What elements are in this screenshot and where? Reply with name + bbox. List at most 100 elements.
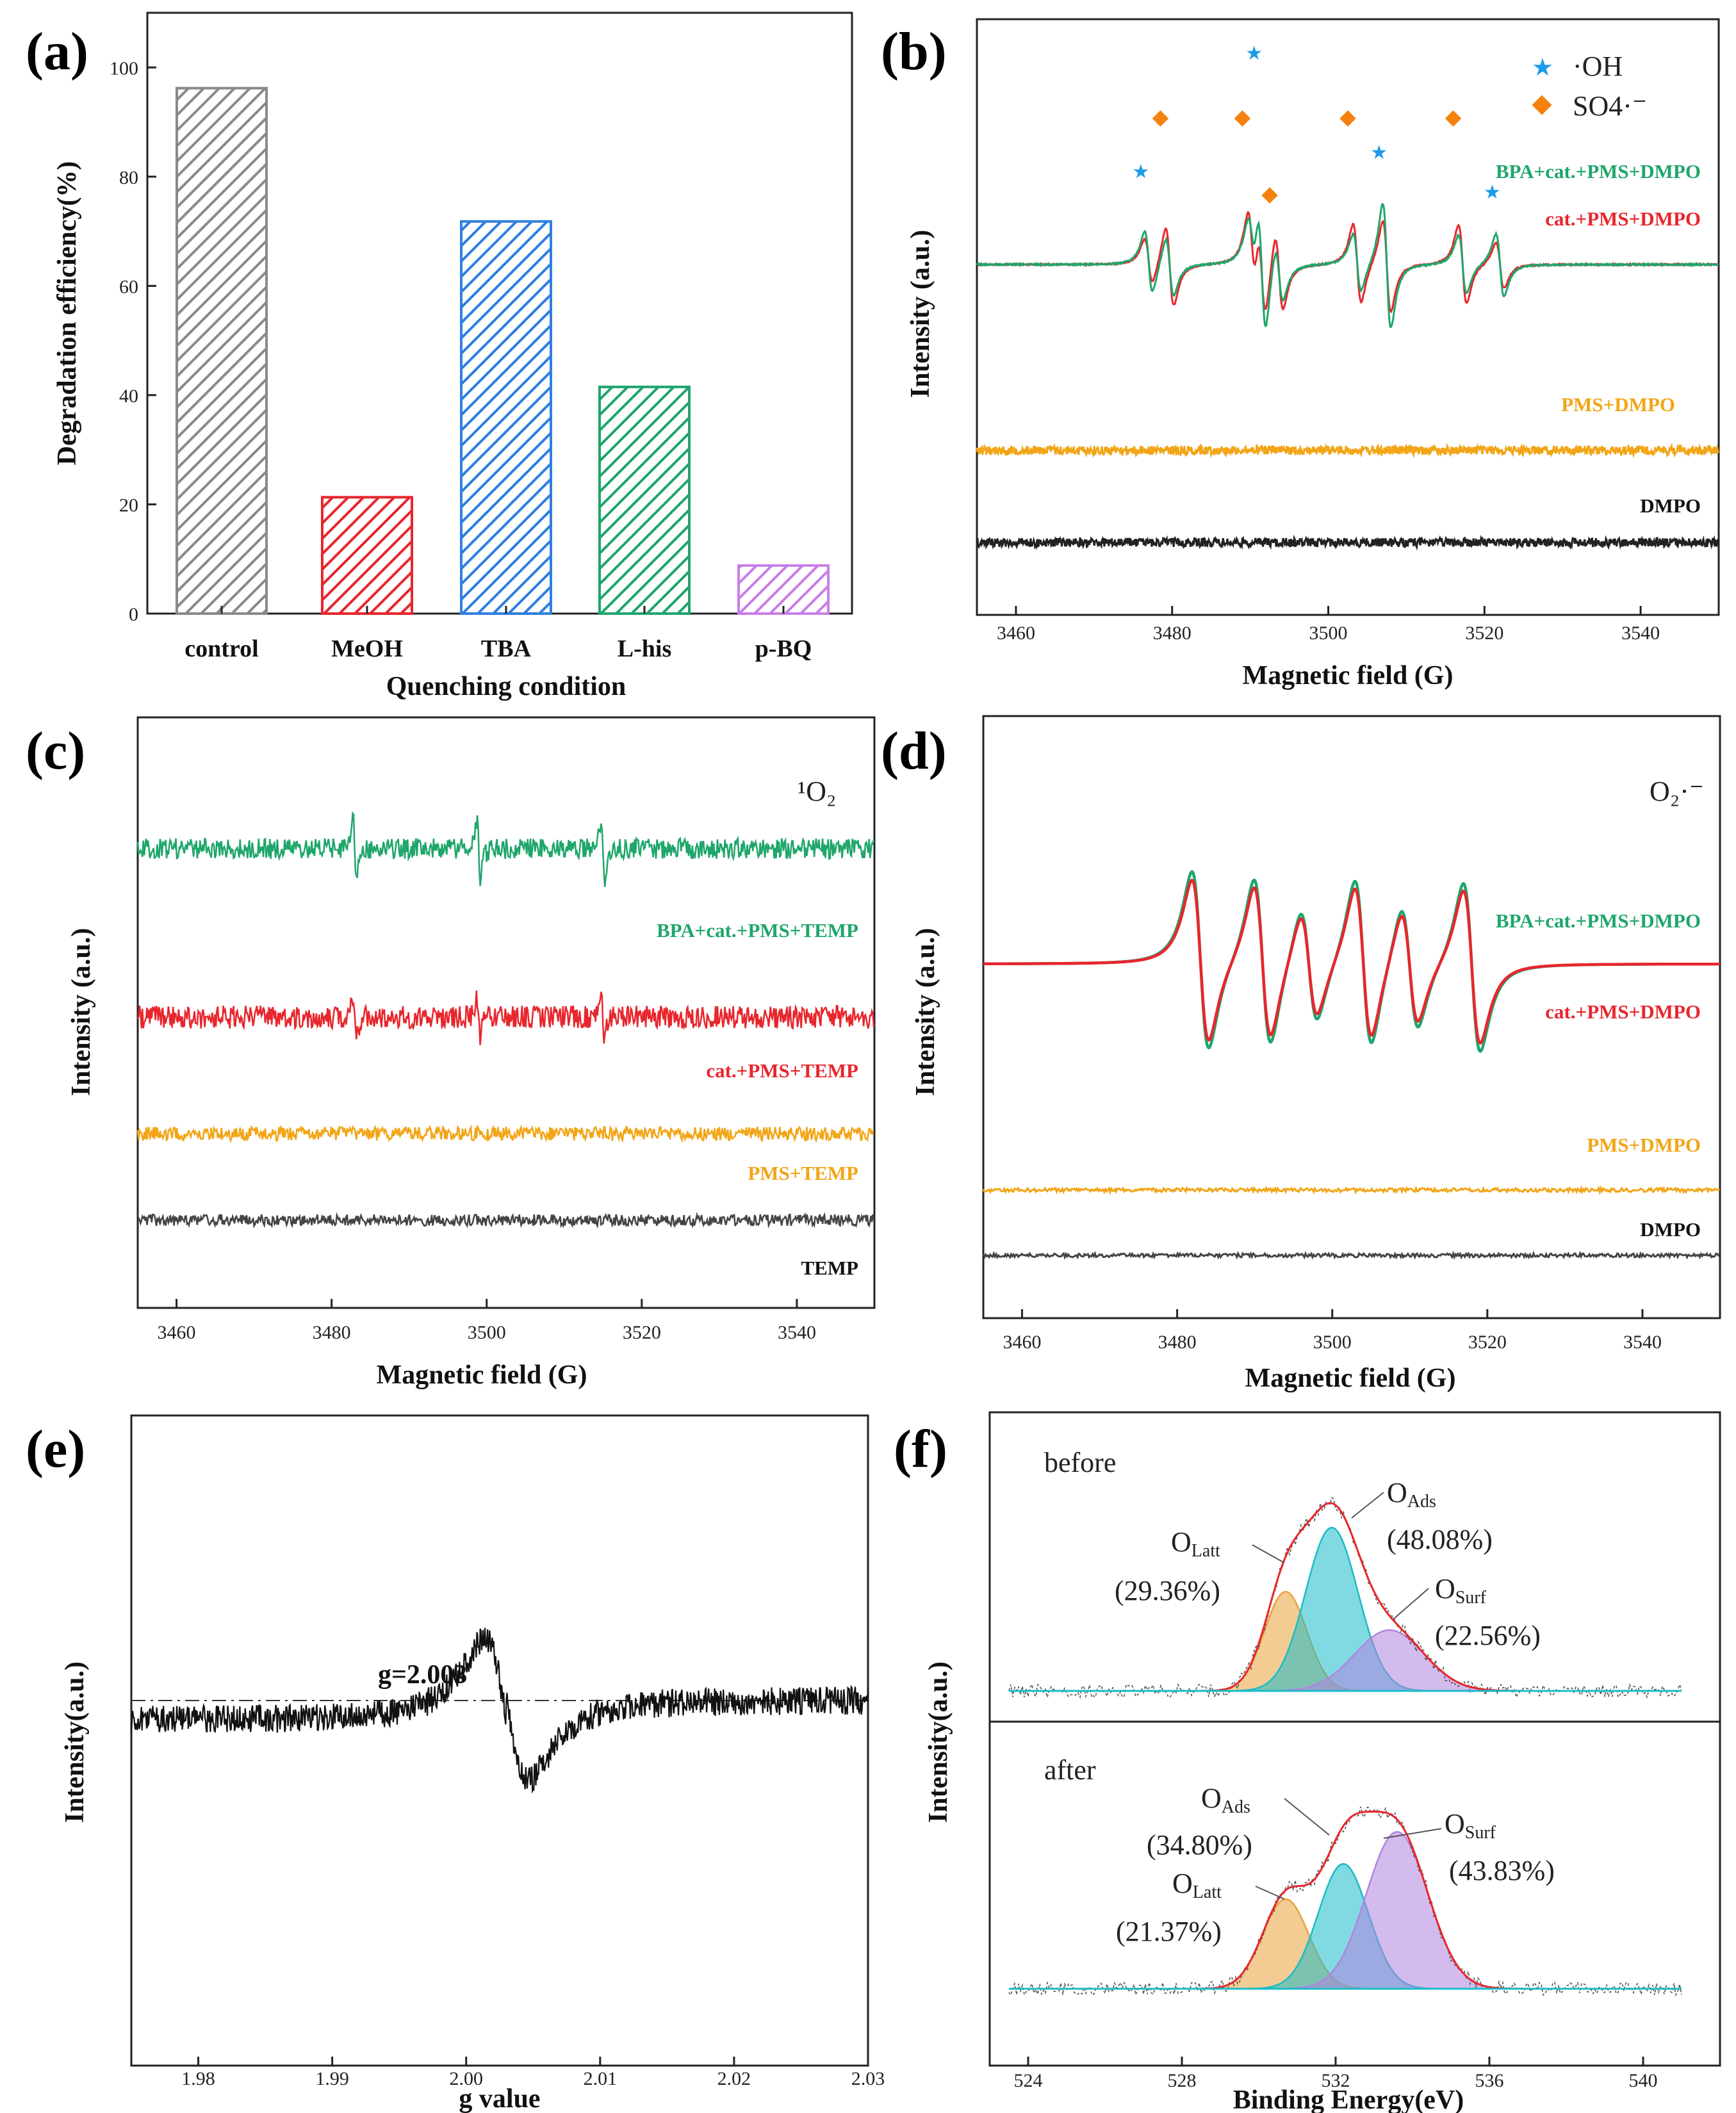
spectrum-before [1008,1496,1682,1699]
curve-label-pms: PMS+DMPO [1587,1134,1701,1156]
epr-curve [130,1628,869,1794]
curve-bpa-cat-pms-dmpo [976,202,1719,328]
x-tick-label: 532 [1322,2070,1350,2091]
x-tick-label: 3520 [623,1322,661,1343]
x-tick-label: p-BQ [755,635,812,662]
x-ticks: 3460 3480 3500 3520 3540 [158,1299,816,1343]
leader-line [1393,1588,1429,1620]
panel-label-a: (a) [26,22,88,81]
curve-label-cat: cat.+PMS+DMPO [1545,208,1701,230]
svg-text:OSurf: OSurf [1445,1808,1496,1843]
y-tick-label: 0 [129,604,138,625]
x-tick-label: 528 [1168,2070,1197,2091]
x-axis-label: Magnetic field (G) [1243,661,1453,690]
bar-group [176,86,830,616]
y-axis-label: Intensity (a.u.) [911,928,940,1097]
bar-control [176,86,268,615]
component-symbol: O [1171,1526,1191,1558]
component-symbol: O [1435,1573,1455,1604]
curve-label-dmpo: DMPO [1640,494,1701,517]
singlet-oxygen-annotation: ¹O₂ [798,776,836,807]
x-tick-label: 3460 [997,623,1035,644]
panel-e: (e) 1.98 1.99 2.00 2.01 2.02 2.03 g=2.003 Int… [26,1414,885,2113]
bar-meoh [321,496,413,615]
x-tick-label: 3540 [1623,1332,1662,1353]
oh-peak-marker: ★ [1133,161,1150,183]
x-tick-label: control [184,635,258,662]
component-surf [1105,1629,1643,1692]
panel-label-c: (c) [26,721,85,781]
y-ticks: 0 20 40 60 80 100 [110,58,156,625]
superoxide-annotation: O₂·⁻ [1650,776,1704,807]
y-tick-label: 20 [119,494,138,516]
curve-pms-dmpo [982,1185,1721,1196]
x-tick-label: 3480 [313,1322,351,1343]
curve-label-bpa: BPA+cat.+PMS+TEMP [657,919,858,942]
spectra [136,811,875,1229]
percent-latt-before: (29.36%) [1115,1575,1220,1606]
x-axis-label: Binding Energy(eV) [1233,2085,1464,2113]
legend-so4: SO4·⁻ [1573,90,1647,122]
oh-star-icon: ★ [1532,54,1553,81]
curve-label-cat: cat.+PMS+DMPO [1545,1000,1701,1023]
curve-label-pms: PMS+DMPO [1561,393,1675,416]
x-tick-label: 524 [1014,2070,1043,2091]
x-tick-label: 1.98 [181,2068,215,2089]
g-value-annotation: g=2.003 [378,1660,467,1690]
x-tick-label: 3500 [1313,1332,1352,1353]
x-tick-label: 2.01 [584,2068,618,2089]
x-axis-label: g value [459,2084,540,2113]
component-subscript: Ads [1222,1797,1250,1817]
svg-text:OLatt: OLatt [1172,1868,1222,1902]
y-tick-label: 60 [119,276,138,297]
x-tick-label: 3540 [778,1322,816,1343]
annotation-ads-after: OAds (34.80%) [1147,1783,1330,1861]
x-tick-label: 3500 [1309,623,1348,644]
before-label: before [1044,1447,1116,1478]
curve-g-value [130,1628,869,1794]
curve-cat-pms-temp [136,990,875,1045]
x-ticks: 3460 3480 3500 3520 3540 [1003,1309,1662,1353]
panel-label-e: (e) [26,1419,85,1479]
x-tick-label: 536 [1475,2070,1504,2091]
y-tick-label: 80 [119,167,138,188]
x-tick-label: 540 [1629,2070,1658,2091]
panel-f-frame [988,1411,1721,2067]
x-axis-label: Magnetic field (G) [1245,1364,1456,1393]
component-subscript: Surf [1465,1823,1496,1843]
svg-text:OAds: OAds [1201,1783,1250,1817]
annotation-surf-before: OSurf (22.56%) [1393,1573,1541,1651]
svg-text:OSurf: OSurf [1435,1573,1487,1608]
x-tick-label: 3520 [1465,623,1503,644]
panel-c-frame [136,716,876,1309]
panel-label-f: (f) [894,1419,947,1479]
x-ticks: 1.98 1.99 2.00 2.01 2.02 2.03 [181,2057,885,2089]
panel-a: (a) 0 20 40 60 80 100 control MeOH TBA L-his p-BQ… [26,12,853,701]
leader-line [1252,1544,1285,1563]
x-tick-label: 2.00 [449,2068,483,2089]
curve-label-bpa: BPA+cat.+PMS+DMPO [1496,910,1701,932]
y-tick-label: 100 [110,58,138,79]
y-axis-label: Degradation efficiency(%) [53,161,82,466]
curve-bpa-cat-pms-temp [136,811,875,887]
after-label: after [1044,1754,1096,1786]
curve-temp [137,1211,875,1229]
panel-label-d: (d) [881,721,947,781]
curve-label-dmpo: DMPO [1640,1218,1701,1241]
y-axis-label: Intensity (a.u.) [67,928,96,1097]
x-tick-label: L-his [618,635,671,662]
x-tick-label: 2.02 [717,2068,751,2089]
x-tick-label: 3540 [1621,623,1660,644]
curve-pms-temp [136,1124,874,1143]
so4-peak-marker [1152,110,1169,127]
svg-text:OAds: OAds [1387,1477,1436,1512]
x-tick-label: 3500 [468,1322,506,1343]
x-ticks: 524 528 532 536 540 [1014,2057,1658,2091]
spectra [982,870,1721,1260]
svg-text:OLatt: OLatt [1171,1526,1220,1561]
so4-diamond-icon [1532,95,1552,115]
percent-ads-after: (34.80%) [1147,1829,1252,1861]
bar-l-his [598,386,691,615]
panel-f: (f) 524 528 532 536 540 before after OLatt (… [894,1411,1721,2113]
